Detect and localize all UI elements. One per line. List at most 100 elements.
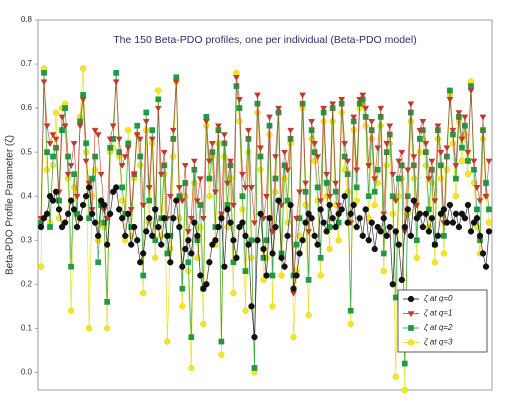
marker xyxy=(100,201,108,209)
marker xyxy=(410,175,417,182)
marker xyxy=(344,171,351,178)
marker xyxy=(95,259,101,266)
marker xyxy=(40,215,48,222)
marker xyxy=(146,197,153,204)
marker xyxy=(254,92,261,99)
marker xyxy=(56,197,62,204)
marker xyxy=(287,127,294,134)
legend-label: ζ at q=0 xyxy=(424,294,453,303)
marker xyxy=(206,193,213,200)
marker xyxy=(413,215,420,222)
marker xyxy=(392,198,400,205)
marker xyxy=(182,180,189,186)
marker xyxy=(395,241,402,248)
marker xyxy=(107,210,114,217)
marker xyxy=(145,185,153,192)
marker xyxy=(468,83,474,89)
marker xyxy=(103,215,111,222)
marker xyxy=(278,272,285,279)
marker xyxy=(179,263,186,270)
marker xyxy=(257,145,264,152)
marker xyxy=(187,215,195,222)
marker xyxy=(49,132,57,139)
marker xyxy=(302,188,309,195)
marker xyxy=(116,149,123,155)
marker xyxy=(293,215,301,222)
marker xyxy=(434,232,442,239)
marker xyxy=(380,250,387,257)
marker xyxy=(245,241,252,248)
y-tick-label: 0.3 xyxy=(21,235,33,244)
marker xyxy=(88,210,96,217)
marker xyxy=(320,219,327,226)
marker xyxy=(326,201,333,209)
marker xyxy=(200,320,207,328)
marker xyxy=(350,201,357,209)
marker xyxy=(118,163,126,170)
marker xyxy=(104,299,111,305)
marker xyxy=(188,334,195,340)
marker xyxy=(125,126,132,134)
marker xyxy=(356,97,364,103)
marker xyxy=(79,201,87,209)
marker xyxy=(47,224,53,230)
marker xyxy=(416,148,423,156)
marker xyxy=(196,176,204,183)
marker xyxy=(229,202,237,209)
marker xyxy=(284,197,291,204)
marker xyxy=(371,245,378,253)
marker xyxy=(61,219,69,226)
marker xyxy=(476,232,484,239)
marker xyxy=(140,250,147,257)
marker xyxy=(113,184,120,191)
marker xyxy=(202,119,210,126)
marker xyxy=(218,215,225,222)
marker xyxy=(389,193,396,200)
marker xyxy=(266,114,273,121)
marker xyxy=(413,254,420,262)
marker xyxy=(401,223,408,231)
marker xyxy=(404,193,411,200)
marker xyxy=(407,232,414,239)
marker xyxy=(392,228,399,235)
marker xyxy=(335,202,343,209)
marker xyxy=(422,210,430,217)
marker xyxy=(413,202,421,209)
marker xyxy=(248,254,255,262)
marker xyxy=(395,175,402,182)
marker xyxy=(218,338,225,345)
marker xyxy=(170,153,177,160)
marker xyxy=(92,153,98,160)
marker xyxy=(437,149,445,156)
marker xyxy=(443,166,451,173)
marker xyxy=(365,237,372,244)
marker xyxy=(179,285,186,292)
marker xyxy=(377,228,384,235)
marker xyxy=(371,201,378,209)
marker xyxy=(326,245,333,253)
marker xyxy=(76,215,84,222)
marker xyxy=(269,272,276,279)
marker xyxy=(344,158,352,165)
marker xyxy=(79,97,87,103)
marker xyxy=(371,188,378,195)
marker xyxy=(395,158,403,165)
marker xyxy=(55,206,63,213)
marker xyxy=(205,158,213,165)
marker xyxy=(215,223,222,231)
marker xyxy=(431,259,439,266)
marker xyxy=(359,92,367,99)
marker xyxy=(311,157,318,165)
legend-label: ζ at q=1 xyxy=(424,309,452,318)
marker xyxy=(73,193,81,200)
y-tick-label: 0.4 xyxy=(21,191,33,200)
marker xyxy=(314,241,321,248)
marker xyxy=(447,87,453,94)
marker xyxy=(458,210,466,217)
marker xyxy=(173,197,180,204)
marker xyxy=(359,232,366,239)
y-tick-label: 0.5 xyxy=(21,147,33,156)
marker xyxy=(142,119,150,126)
marker xyxy=(260,255,267,261)
marker xyxy=(386,223,393,231)
